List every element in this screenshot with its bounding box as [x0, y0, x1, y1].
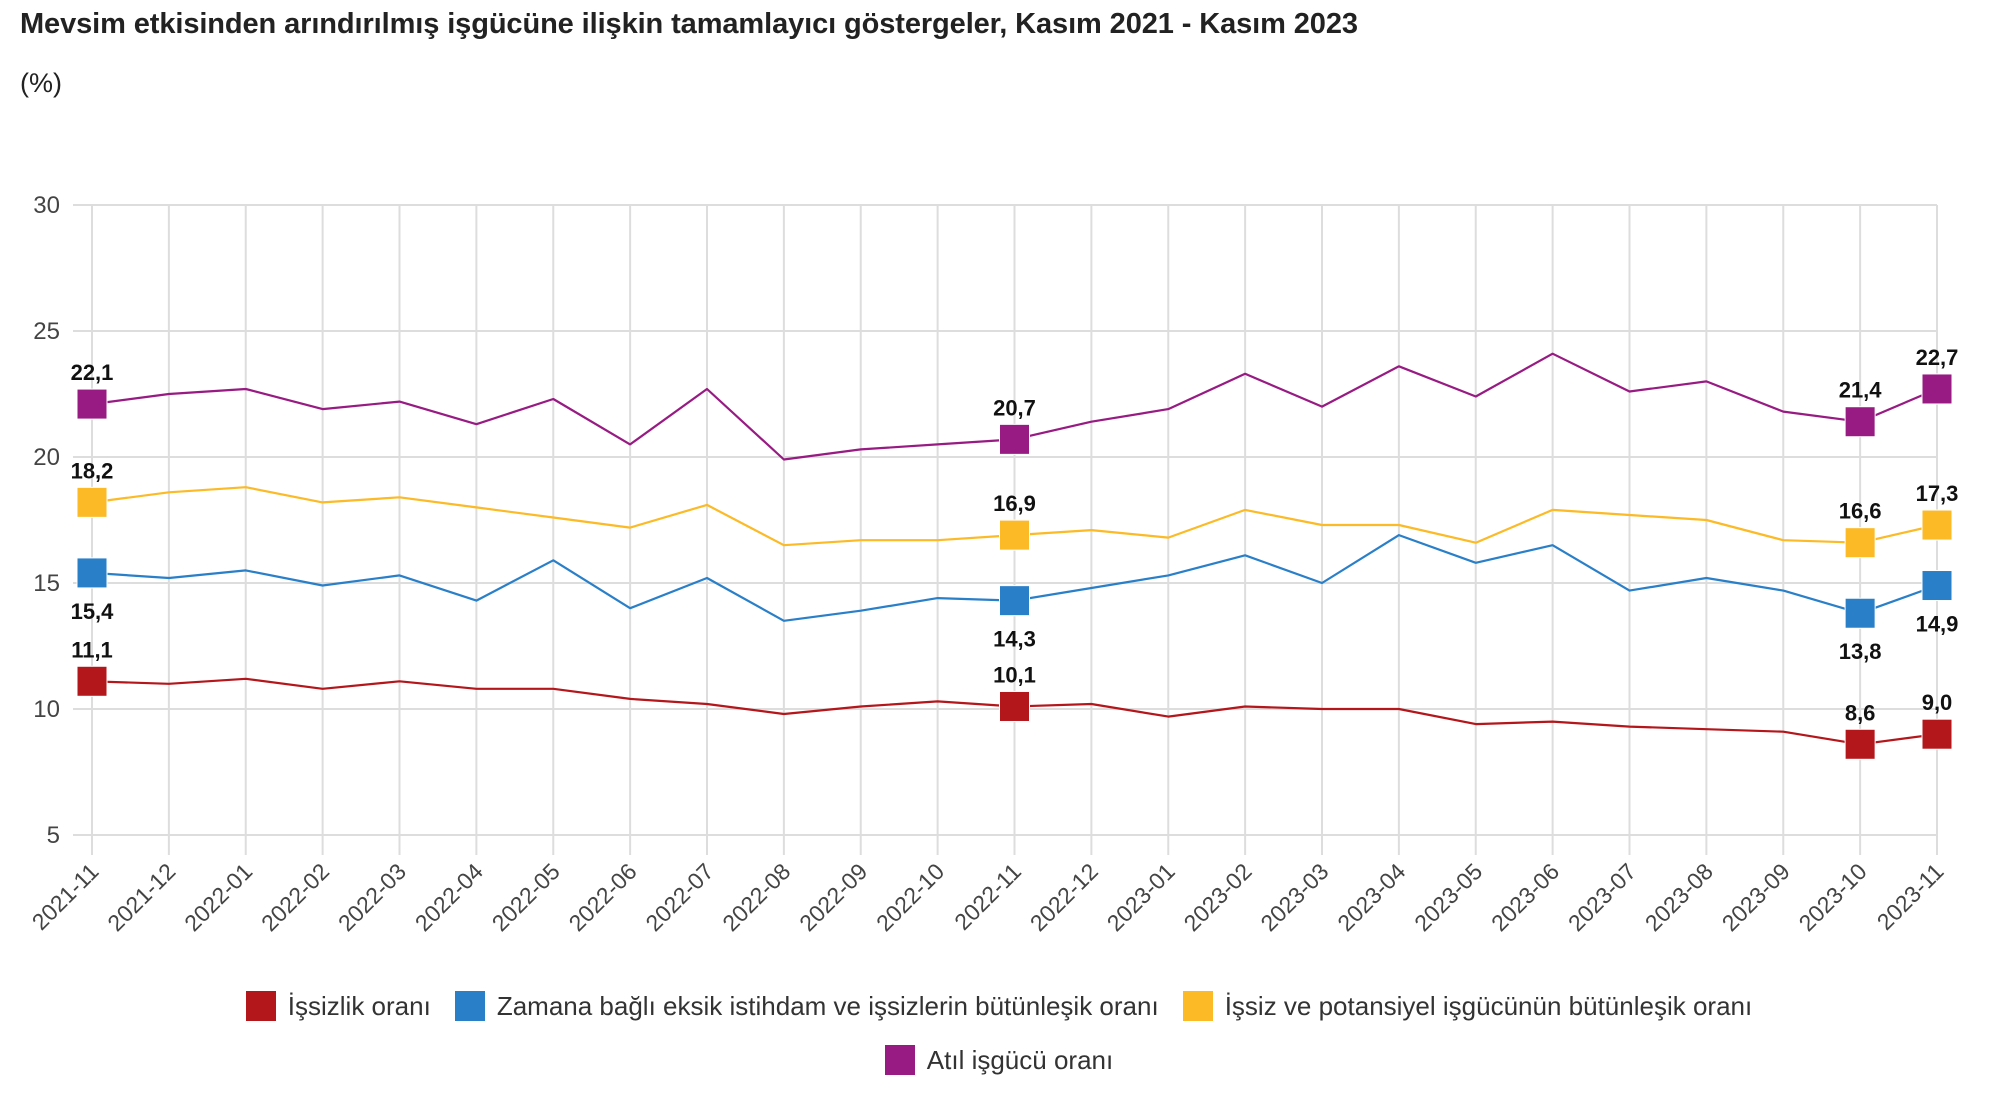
legend-swatch-yellow [1182, 991, 1213, 1021]
data-marker [1921, 373, 1953, 405]
legend-label: İşsiz ve potansiyel işgücünün bütünleşik… [1224, 990, 1753, 1021]
legend-label: Atıl işgücü oranı [926, 1044, 1114, 1075]
x-tick-label: 2023-01 [1102, 858, 1180, 936]
y-axis: 5 10 15 20 25 30 [33, 192, 60, 849]
x-tick-label: 2022-08 [717, 858, 795, 936]
data-label: 9,0 [1922, 690, 1953, 715]
legend-item-unemployment-rate[interactable]: İşsizlik oranı [245, 990, 431, 1022]
legend-item-time-related-underemployment[interactable]: Zamana bağlı eksik istihdam ve işsizleri… [454, 990, 1159, 1022]
legend: İşsizlik oranı Zamana bağlı eksik istihd… [0, 986, 1998, 1094]
series-markers [76, 373, 1953, 760]
y-tick-label: 30 [33, 192, 60, 219]
x-tick-label: 2022-09 [794, 858, 872, 936]
x-tick-label: 2021-11 [27, 858, 104, 935]
data-marker [1844, 527, 1876, 559]
data-marker [1921, 718, 1953, 750]
data-marker [1921, 570, 1953, 602]
x-tick-label: 2023-02 [1179, 858, 1257, 936]
y-tick-label: 5 [47, 822, 60, 849]
data-marker [999, 585, 1030, 617]
x-tick-label: 2022-12 [1025, 858, 1103, 936]
x-tick-label: 2023-09 [1717, 858, 1795, 936]
x-tick-label: 2022-04 [410, 858, 488, 936]
data-label: 13,8 [1839, 639, 1882, 664]
legend-label: Zamana bağlı eksik istihdam ve işsizleri… [496, 990, 1159, 1021]
data-label: 10,1 [993, 662, 1036, 687]
x-tick-label: 2022-07 [640, 858, 718, 936]
x-tick-label: 2023-07 [1563, 858, 1641, 936]
data-marker [999, 690, 1030, 722]
x-tick-label: 2021-12 [102, 858, 180, 936]
x-tick-label: 2023-11 [1872, 858, 1949, 935]
line-chart: 5 10 15 20 25 30 2021-112021-122022-012022-02… [27, 192, 1959, 936]
legend-swatch-blue [454, 991, 485, 1021]
x-tick-label: 2023-03 [1255, 858, 1333, 936]
chart-subtitle: (%) [20, 68, 62, 98]
x-tick-label: 2022-01 [179, 858, 257, 936]
chart-title: Mevsim etkisinden arındırılmış işgücüne … [20, 8, 1358, 40]
x-axis: 2021-112021-122022-012022-022022-032022-… [27, 858, 1949, 936]
x-tick-label: 2022-05 [487, 858, 565, 936]
data-label: 21,4 [1839, 378, 1883, 403]
data-label: 8,6 [1845, 700, 1876, 725]
legend-item-potential-labour-force[interactable]: İşsiz ve potansiyel işgücünün bütünleşik… [1182, 990, 1753, 1022]
y-tick-label: 15 [33, 570, 60, 597]
x-tick-label: 2023-05 [1409, 858, 1487, 936]
data-label: 14,9 [1916, 612, 1959, 637]
x-tick-label: 2023-10 [1794, 858, 1872, 936]
legend-row-2: Atıl işgücü oranı [0, 1040, 1998, 1080]
data-marker [76, 557, 108, 589]
data-marker [1844, 406, 1876, 438]
data-marker [76, 665, 108, 697]
data-label: 16,9 [993, 491, 1036, 516]
x-tick-label: 2022-02 [256, 858, 334, 936]
x-tick-label: 2023-06 [1486, 858, 1564, 936]
legend-row-1: İşsizlik oranı Zamana bağlı eksik istihd… [0, 986, 1998, 1026]
data-label: 14,3 [993, 627, 1036, 652]
data-marker [999, 423, 1030, 455]
x-tick-label: 2023-08 [1640, 858, 1718, 936]
legend-item-labour-underutilization[interactable]: Atıl işgücü oranı [884, 1044, 1114, 1076]
legend-label: İşsizlik oranı [287, 990, 431, 1021]
data-marker [999, 519, 1030, 551]
data-marker [1921, 509, 1953, 541]
y-tick-label: 10 [33, 696, 60, 723]
x-tick-label: 2022-10 [871, 858, 949, 936]
data-marker [1844, 728, 1876, 760]
data-label: 15,4 [71, 599, 115, 624]
legend-swatch-red [245, 991, 276, 1021]
data-marker [1844, 597, 1876, 629]
data-marker [76, 486, 108, 518]
x-tick-label: 2022-03 [333, 858, 411, 936]
x-tick-label: 2023-04 [1332, 858, 1410, 936]
data-label: 17,3 [1916, 481, 1959, 506]
data-label: 18,2 [71, 458, 114, 483]
data-label: 22,1 [71, 360, 114, 385]
legend-swatch-purple [884, 1045, 915, 1075]
data-marker [76, 388, 108, 420]
y-tick-label: 20 [33, 444, 60, 471]
y-tick-label: 25 [33, 318, 60, 345]
data-labels: 11,1 10,1 8,6 9,0 15,4 14,3 13,8 14,9 18,2 16,9 16… [71, 345, 1959, 725]
data-label: 11,1 [71, 637, 113, 662]
data-label: 22,7 [1916, 345, 1959, 370]
data-label: 16,6 [1839, 499, 1882, 524]
x-tick-label: 2022-11 [949, 858, 1026, 935]
x-tick-label: 2022-06 [564, 858, 642, 936]
data-label: 20,7 [993, 395, 1036, 420]
